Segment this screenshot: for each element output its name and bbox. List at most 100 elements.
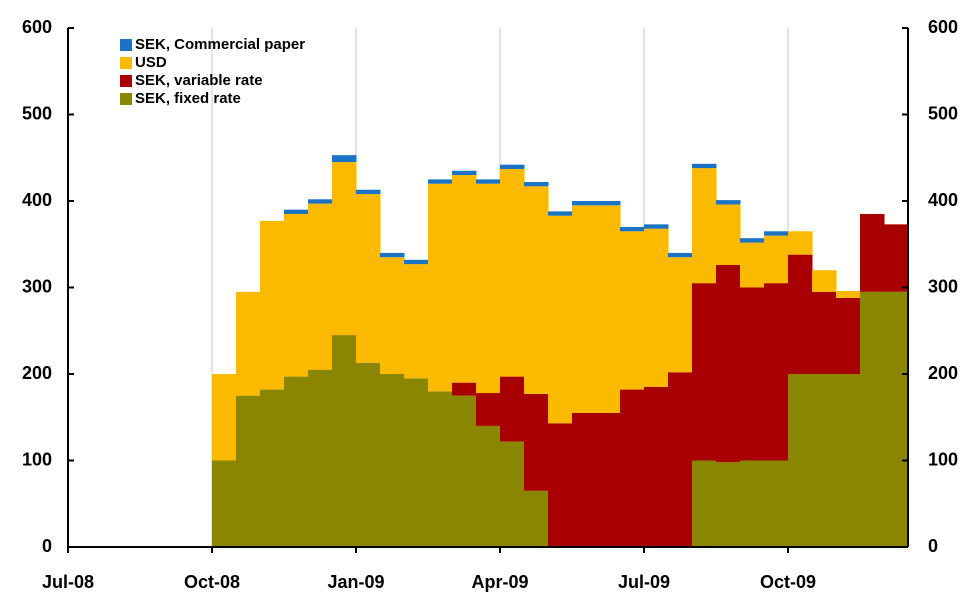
bar-segment	[692, 168, 717, 284]
legend-label: USD	[135, 54, 167, 71]
bar-segment	[716, 200, 741, 205]
y-tick-label: 0	[42, 536, 52, 556]
bar-segment	[836, 290, 861, 298]
bar-segment	[356, 194, 381, 363]
bar-segment	[548, 211, 573, 216]
legend-swatch	[120, 93, 132, 105]
legend-label: SEK, fixed rate	[135, 90, 241, 107]
bar-segment	[524, 490, 549, 547]
y2-tick-label: 400	[928, 190, 958, 210]
bar-segment	[692, 460, 717, 547]
bar-segment	[740, 238, 765, 243]
bar-segment	[764, 231, 789, 236]
legend-label: SEK, variable rate	[135, 72, 263, 89]
bar-segment	[500, 376, 525, 442]
x-tick-label: Oct-09	[760, 572, 816, 592]
bar-segment	[404, 264, 429, 379]
bar-segment	[236, 395, 261, 547]
bar-segment	[404, 259, 429, 265]
y-tick-label: 600	[22, 17, 52, 37]
bar-segment	[884, 224, 909, 292]
bar-segment	[452, 175, 477, 383]
x-tick-label: Oct-08	[184, 572, 240, 592]
bar-segment	[692, 163, 717, 169]
y2-tick-label: 600	[928, 17, 958, 37]
bar-segment	[524, 393, 549, 491]
bar-segment	[860, 291, 885, 547]
bar-segment	[380, 257, 405, 374]
bar-segment	[788, 254, 813, 374]
bar-segment	[500, 164, 525, 169]
y-tick-label: 100	[22, 449, 52, 469]
bar-segment	[260, 220, 285, 390]
y-tick-label: 500	[22, 103, 52, 123]
legend-swatch	[120, 57, 132, 69]
bar-segment	[620, 389, 645, 547]
bar-segment	[260, 389, 285, 547]
bar-segment	[524, 181, 549, 187]
bar-segment	[692, 283, 717, 461]
bar-segment	[764, 235, 789, 284]
bar-segment	[212, 374, 237, 461]
bar-segment	[284, 376, 309, 547]
legend-swatch	[120, 39, 132, 51]
bar-segment	[572, 201, 597, 206]
bar-segment	[644, 224, 669, 229]
legend-label: SEK, Commercial paper	[135, 36, 305, 53]
bar-segment	[500, 441, 525, 547]
y-tick-label: 200	[22, 363, 52, 383]
y2-tick-label: 500	[928, 103, 958, 123]
bar-segment	[788, 231, 813, 255]
bar-segment	[476, 183, 501, 394]
bar-segment	[332, 335, 357, 547]
bar-segment	[476, 425, 501, 547]
bar-segment	[884, 291, 909, 547]
y2-tick-label: 200	[928, 363, 958, 383]
bar-segment	[332, 155, 357, 163]
x-tick-label: Apr-09	[471, 572, 528, 592]
bar-segment	[428, 183, 453, 392]
bar-segment	[284, 209, 309, 214]
bar-segment	[812, 270, 837, 292]
bar-segment	[740, 287, 765, 461]
bar-segment	[716, 462, 741, 547]
bar-segment	[452, 170, 477, 176]
bar-segment	[620, 231, 645, 390]
x-tick-label: Jul-09	[618, 572, 670, 592]
bar-segment	[764, 283, 789, 461]
bar-segment	[308, 199, 333, 204]
bar-segment	[596, 412, 621, 547]
bar-segment	[236, 291, 261, 396]
x-tick-label: Jul-08	[42, 572, 94, 592]
bar-segment	[548, 215, 573, 424]
bar-segment	[836, 374, 861, 547]
bar-segment	[740, 242, 765, 288]
bar-segment	[716, 265, 741, 463]
bar-segment	[596, 205, 621, 413]
bar-segment	[860, 213, 885, 292]
bar-segment	[356, 362, 381, 547]
bar-segment	[428, 391, 453, 547]
y-tick-label: 400	[22, 190, 52, 210]
bar-segment	[596, 201, 621, 206]
bar-segment	[668, 372, 693, 547]
bar-segment	[644, 386, 669, 547]
bar-segment	[476, 393, 501, 426]
y2-tick-label: 0	[928, 536, 938, 556]
y2-tick-label: 100	[928, 449, 958, 469]
bar-segment	[836, 297, 861, 374]
bar-segment	[716, 204, 741, 266]
bar-segment	[284, 213, 309, 377]
y2-tick-label: 300	[928, 276, 958, 296]
bar-segment	[620, 226, 645, 232]
bar-segment	[764, 460, 789, 547]
bar-segment	[548, 423, 573, 547]
y-tick-label: 300	[22, 276, 52, 296]
bar-segment	[452, 382, 477, 396]
bar-segment	[308, 203, 333, 370]
x-tick-label: Jan-09	[327, 572, 384, 592]
bar-segment	[668, 252, 693, 258]
bar-segment	[308, 369, 333, 547]
bar-segment	[572, 205, 597, 413]
